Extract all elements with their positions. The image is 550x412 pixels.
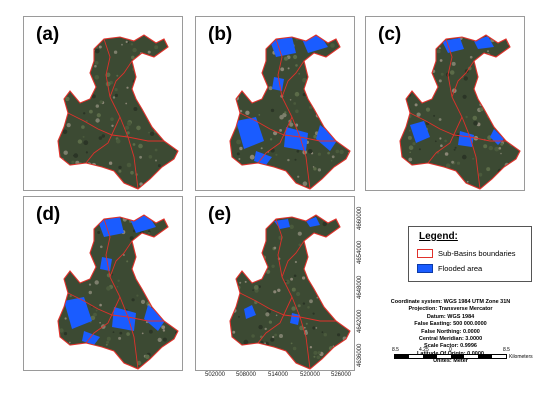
- coordinate-metadata: Coordinate system: WGS 1984 UTM Zone 31N…: [368, 299, 533, 366]
- flooded-area: [98, 217, 124, 237]
- legend-item-label: Flooded area: [438, 264, 483, 273]
- sub-basin-boundary: [281, 60, 305, 98]
- flood-swatch-icon: [417, 264, 433, 273]
- flooded-area: [236, 117, 264, 149]
- map-panel-e: (e): [195, 196, 355, 371]
- flooded-area: [254, 151, 272, 165]
- meta-line: Latitude Of Origin: 0.0000: [417, 350, 484, 357]
- legend-title: Legend:: [419, 231, 458, 242]
- sub-basin-boundary: [451, 60, 475, 98]
- sub-basin-boundary: [275, 38, 311, 190]
- sub-basin-boundary: [427, 116, 463, 164]
- flooded-area: [458, 131, 474, 147]
- flooded-area: [272, 77, 284, 91]
- basin-map: [229, 34, 351, 190]
- meta-line: Scale Factor: 0.9996: [424, 343, 477, 350]
- basin-map: [57, 34, 179, 190]
- meta-line: Datum: WGS 1984: [426, 313, 475, 320]
- flooded-area: [306, 217, 320, 227]
- map-panel-d: (d): [23, 196, 183, 371]
- x-tick-label: 502000: [205, 372, 226, 378]
- panel-label: (b): [208, 24, 233, 45]
- legend-item-label: Sub-Basins boundaries: [438, 249, 516, 258]
- sub-basin-boundary: [445, 38, 481, 190]
- panel-label: (c): [378, 24, 402, 45]
- flooded-area: [100, 257, 112, 271]
- x-tick-label: 526000: [331, 372, 352, 378]
- meta-line: Projection: Transverse Mercator: [408, 306, 493, 313]
- basin-outline: [229, 34, 351, 190]
- sub-basin-boundary: [257, 296, 293, 344]
- y-tick-label: 4660000: [357, 206, 363, 230]
- basin-map: [229, 214, 351, 370]
- legend-item-flooded: Flooded area: [417, 264, 482, 273]
- flooded-area: [82, 331, 100, 345]
- map-panel-c: (c): [365, 16, 525, 191]
- map-panel-a: (a): [23, 16, 183, 191]
- sub-basin-boundary: [281, 240, 305, 278]
- scale-bar-segments: [394, 354, 507, 359]
- meta-line: Coordinate system: WGS 1984 UTM Zone 31N: [390, 299, 511, 305]
- scale-tick: 4.25: [419, 347, 429, 353]
- flooded-area: [442, 38, 464, 53]
- x-tick-label: 514000: [268, 372, 289, 378]
- meta-line: Central Meridian: 3.0000: [418, 336, 483, 343]
- flooded-area: [244, 305, 256, 319]
- flooded-area: [270, 37, 296, 57]
- sub-basin-boundary: [109, 240, 133, 278]
- x-tick-label: 508000: [236, 372, 257, 378]
- flooded-area: [316, 125, 338, 151]
- scale-tick: 8.5: [392, 347, 399, 353]
- map-panel-b: (b): [195, 16, 355, 191]
- x-tick-label: 520000: [300, 372, 321, 378]
- basin-outline: [57, 214, 179, 370]
- flooded-area: [274, 219, 290, 229]
- basin-outline: [229, 214, 351, 370]
- basin-outline: [399, 34, 521, 190]
- flooded-area: [410, 121, 430, 143]
- x-axis-ticks: 502000 508000 514000 520000 526000: [195, 372, 360, 382]
- flooded-area: [64, 297, 92, 329]
- basin-outline: [57, 34, 179, 190]
- map-legend: Legend: Sub-Basins boundaries Flooded ar…: [408, 226, 532, 282]
- panel-label: (d): [36, 204, 61, 225]
- meta-line: Unités: Meter: [433, 358, 468, 365]
- sub-basin-boundary: [103, 38, 139, 190]
- y-tick-label: 4648000: [357, 275, 363, 299]
- scale-bar: 8.5 4.25 0 8.5 Kilometers: [388, 347, 538, 371]
- boundary-swatch-icon: [417, 249, 433, 258]
- sub-basin-boundary: [103, 218, 139, 370]
- basin-map: [399, 34, 521, 190]
- panel-label: (e): [208, 204, 232, 225]
- y-tick-label: 4654000: [357, 240, 363, 264]
- scale-unit: Kilometers: [509, 354, 533, 360]
- y-tick-label: 4636000: [357, 343, 363, 367]
- sub-basin-boundary: [275, 218, 311, 370]
- sub-basin-boundary: [85, 296, 121, 344]
- scale-tick: 0: [449, 347, 452, 353]
- scale-tick: 8.5: [503, 347, 510, 353]
- basin-map: [57, 214, 179, 370]
- y-tick-label: 4642000: [357, 309, 363, 333]
- legend-item-boundaries: Sub-Basins boundaries: [417, 249, 516, 258]
- meta-line: False Easting: 500 000.0000: [414, 321, 487, 328]
- meta-line: False Northing: 0.0000: [421, 328, 480, 335]
- panel-label: (a): [36, 24, 60, 45]
- sub-basin-boundary: [257, 116, 293, 164]
- sub-basin-boundary: [85, 116, 121, 164]
- flooded-area: [144, 305, 166, 331]
- sub-basin-boundary: [109, 60, 133, 98]
